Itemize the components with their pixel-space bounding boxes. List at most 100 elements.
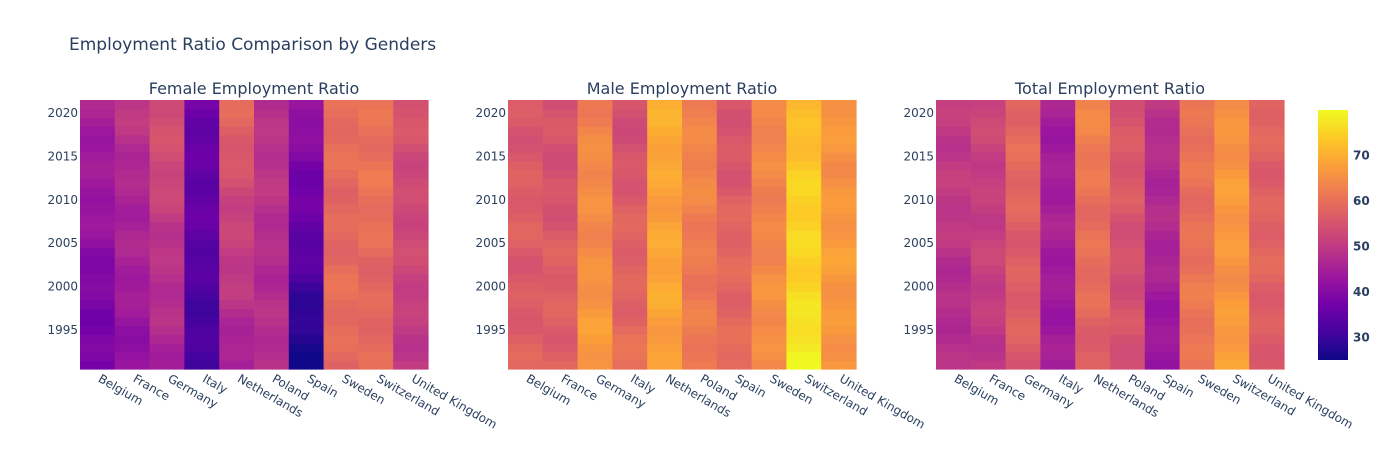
heatmap-cell <box>1005 117 1041 127</box>
heatmap-cell <box>508 169 544 179</box>
heatmap-cell <box>1040 126 1076 136</box>
heatmap-cell <box>149 117 185 127</box>
heatmap-cell <box>1075 108 1111 118</box>
heatmap-cell <box>1005 238 1041 249</box>
heatmap-cell <box>751 108 787 118</box>
heatmap-cell <box>542 282 579 292</box>
heatmap-cell <box>682 247 718 257</box>
heatmap-cell <box>716 360 753 370</box>
heatmap-cell <box>716 316 753 327</box>
heatmap-cell <box>80 273 116 283</box>
heatmap-cell <box>219 100 255 110</box>
heatmap-cell <box>219 238 255 249</box>
heatmap-cell <box>323 351 359 361</box>
heatmap-cell <box>1075 247 1111 257</box>
heatmap-cell <box>358 221 394 231</box>
heatmap-cell <box>936 143 972 153</box>
heatmap-cell <box>1144 134 1181 144</box>
heatmap-cell <box>682 334 718 344</box>
heatmap-cell <box>970 351 1007 361</box>
heatmap-cell <box>508 143 544 153</box>
heatmap-cell <box>751 299 787 309</box>
heatmap-cell <box>1075 360 1111 370</box>
heatmap-cell <box>970 169 1007 179</box>
heatmap-cell <box>114 117 151 127</box>
heatmap-cell <box>682 308 718 318</box>
heatmap-cell <box>1144 126 1181 136</box>
heatmap-cell <box>393 186 429 197</box>
heatmap-cell <box>1144 212 1181 223</box>
heatmap-cell <box>716 186 753 197</box>
heatmap-cell <box>577 195 613 205</box>
heatmap-cell <box>149 256 185 266</box>
heatmap-cell <box>80 230 116 240</box>
heatmap-cell <box>184 351 220 361</box>
heatmap-cell <box>970 134 1007 144</box>
heatmap-cell <box>682 152 718 162</box>
heatmap-cell <box>612 273 648 283</box>
heatmap-cell <box>751 126 787 136</box>
heatmap-cell <box>786 143 822 153</box>
heatmap-cell <box>647 212 683 223</box>
heatmap-cell <box>358 256 394 266</box>
heatmap-cell <box>149 186 185 197</box>
heatmap-cell <box>821 247 857 257</box>
heatmap-cell <box>288 186 325 197</box>
heatmap-cell <box>577 204 613 214</box>
heatmap-cell <box>184 316 220 327</box>
heatmap-cell <box>821 238 857 249</box>
heatmap-cell <box>184 160 220 171</box>
heatmap-cell <box>716 178 753 188</box>
heatmap-cell <box>751 308 787 318</box>
heatmap-cell <box>1110 325 1146 335</box>
heatmap-cell <box>821 256 857 266</box>
heatmap-cell <box>751 282 787 292</box>
heatmap-cell <box>219 299 255 309</box>
panels: Female Employment Ratio 1995 2000 2005 2010 2… <box>47 79 1355 432</box>
heatmap-cell <box>1249 342 1285 353</box>
heatmap-cell <box>358 299 394 309</box>
heatmap-cell <box>1110 169 1146 179</box>
heatmap-cell <box>323 143 359 153</box>
heatmap-cell <box>114 308 151 318</box>
heatmap-cell <box>936 351 972 361</box>
heatmap-cell <box>1179 186 1215 197</box>
heatmap-cell <box>184 126 220 136</box>
heatmap-cell <box>80 212 116 223</box>
heatmap-cell <box>1040 290 1076 301</box>
heatmap-cell <box>254 282 290 292</box>
heatmap-cell <box>1075 282 1111 292</box>
heatmap-cell <box>1040 143 1076 153</box>
subplot-title: Total Employment Ratio <box>1014 79 1205 98</box>
heatmap-cell <box>358 100 394 110</box>
heatmap-cell <box>786 316 822 327</box>
heatmap-cell <box>149 160 185 171</box>
heatmap-cell <box>786 351 822 361</box>
heatmap-cell <box>1179 325 1215 335</box>
heatmap-cell <box>1249 178 1285 188</box>
heatmap-cell <box>184 134 220 144</box>
heatmap-cell <box>393 308 429 318</box>
heatmap-cell <box>647 143 683 153</box>
heatmap-cell <box>219 186 255 197</box>
heatmap-cell <box>1144 143 1181 153</box>
heatmap-cell <box>751 316 787 327</box>
heatmap-cell <box>936 247 972 257</box>
heatmap-cell <box>393 256 429 266</box>
heatmap-cell <box>508 108 544 118</box>
heatmap-cell <box>288 282 325 292</box>
heatmap-cell <box>936 160 972 171</box>
heatmap-cell <box>936 264 972 275</box>
heatmap-cell <box>970 230 1007 240</box>
heatmap-cell <box>1075 299 1111 309</box>
heatmap-cell <box>114 169 151 179</box>
heatmap-cell <box>1005 134 1041 144</box>
heatmap-cell <box>612 117 648 127</box>
heatmap-cell <box>1110 221 1146 231</box>
heatmap-cell <box>542 169 579 179</box>
heatmap-cell <box>786 325 822 335</box>
heatmap-cell <box>682 230 718 240</box>
heatmap-cell <box>358 169 394 179</box>
heatmap-cell <box>80 152 116 162</box>
heatmap-cell <box>542 360 579 370</box>
